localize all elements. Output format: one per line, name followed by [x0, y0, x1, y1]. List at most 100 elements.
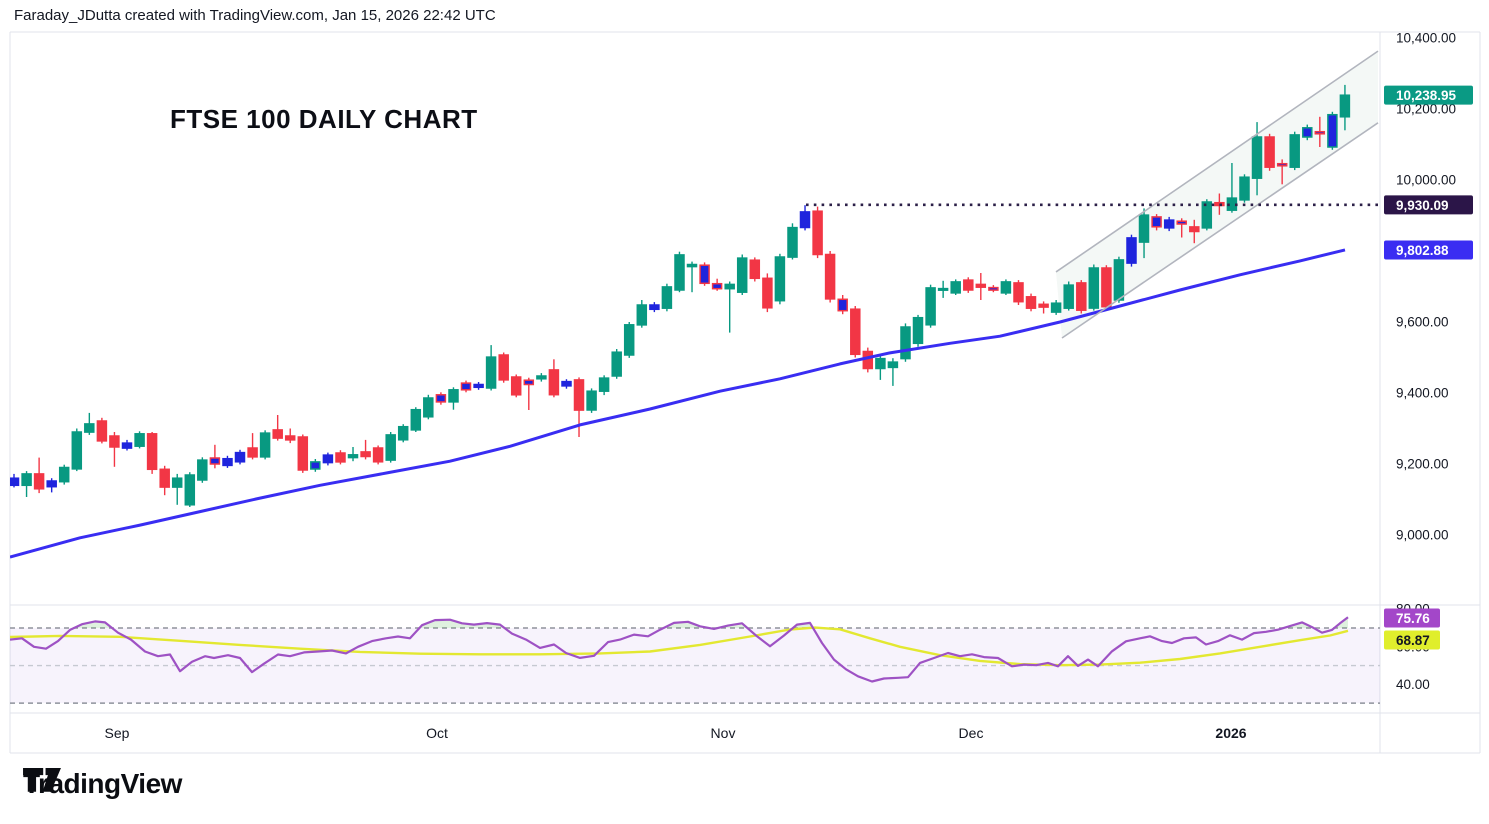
candle-body	[912, 316, 924, 345]
rsi-value-badge-text: 75.76	[1396, 611, 1430, 626]
candle-body	[397, 425, 409, 441]
candle-body	[711, 282, 723, 290]
candle-body	[1151, 216, 1162, 228]
candle-body	[536, 375, 547, 380]
candle-body	[837, 298, 848, 312]
candle-body	[1113, 259, 1125, 301]
candle-body	[460, 382, 472, 391]
candle-body	[1138, 214, 1150, 243]
candle-body	[360, 451, 371, 458]
candle-body	[121, 442, 133, 449]
last-price-badge	[1384, 85, 1473, 105]
rsi-line	[10, 616, 1349, 683]
candle-body	[84, 423, 95, 433]
candle-body	[887, 361, 899, 369]
trend-channel-fill	[1056, 51, 1378, 338]
candle-body	[636, 304, 648, 326]
candle-body	[850, 308, 861, 356]
price-axis-label: 10,400.00	[1396, 31, 1456, 46]
level-9930-badge	[1384, 195, 1473, 215]
time-axis-label: Dec	[959, 725, 984, 741]
tradingview-logo-icon	[23, 768, 61, 792]
candle-body	[1201, 201, 1213, 229]
candle-body	[988, 286, 999, 291]
candle-body	[1000, 281, 1012, 294]
candle-body	[963, 279, 974, 291]
candle-body	[1276, 162, 1288, 167]
candle-body	[58, 466, 70, 483]
candle-body	[33, 473, 45, 490]
candle-body	[209, 457, 221, 465]
chart-title: FTSE 100 DAILY CHART	[170, 104, 478, 134]
rsi-ma-value-badge	[1384, 630, 1440, 650]
candle-body	[71, 431, 83, 470]
candle-body	[1025, 296, 1037, 309]
candle-body	[1251, 136, 1263, 179]
candle-body	[284, 435, 296, 441]
candle-body	[10, 477, 20, 487]
candle-body	[1063, 284, 1074, 309]
candle-body	[372, 447, 384, 463]
candle-body	[561, 380, 572, 387]
price-axis-label: 9,000.00	[1396, 528, 1449, 543]
candle-body	[297, 436, 309, 471]
time-axis-label: Oct	[426, 725, 448, 741]
candle-body	[925, 287, 936, 326]
candle-body	[259, 432, 271, 458]
candlestick-series	[10, 84, 1351, 507]
candle-body	[762, 277, 773, 309]
candle-body	[423, 397, 434, 418]
candle-body	[598, 377, 610, 392]
candle-body	[950, 281, 961, 294]
candle-body	[1302, 127, 1313, 138]
tradingview-logo: TradingView	[23, 768, 182, 800]
time-axis-label: Sep	[105, 725, 130, 741]
candle-body	[510, 376, 522, 396]
candle-body	[184, 474, 196, 506]
candle-body	[247, 447, 258, 458]
ma-value-badge-text: 9,802.88	[1396, 243, 1449, 258]
candle-body	[548, 369, 560, 396]
candle-body	[347, 454, 359, 459]
candle-body	[1264, 136, 1275, 168]
candle-body	[1013, 282, 1024, 303]
rsi-ma-line	[10, 626, 1349, 667]
candle-body	[1076, 282, 1087, 311]
trend-channel-lower	[1061, 122, 1379, 339]
candle-body	[649, 304, 660, 311]
candle-body	[410, 408, 422, 431]
candle-body	[774, 256, 786, 302]
candle-body	[448, 389, 459, 403]
candle-body	[435, 394, 447, 403]
candle-body	[573, 379, 585, 411]
candle-body	[749, 259, 761, 280]
candle-body	[146, 433, 158, 471]
candle-body	[824, 253, 836, 300]
candle-body	[335, 452, 346, 463]
candle-body	[171, 477, 183, 488]
candle-body	[523, 379, 535, 386]
candle-body	[812, 210, 823, 256]
trend-channel-upper	[1055, 50, 1379, 273]
candle-body	[875, 357, 886, 370]
candle-body	[385, 434, 396, 461]
candle-body	[975, 283, 987, 288]
candle-body	[724, 283, 735, 290]
candle-body	[134, 433, 145, 447]
candle-body	[46, 480, 57, 488]
candle-body	[586, 390, 597, 411]
candle-body	[1339, 94, 1351, 118]
rsi-value-badge	[1384, 608, 1440, 628]
candle-body	[674, 254, 685, 291]
price-axis-label: 10,200.00	[1396, 102, 1456, 117]
candle-body	[1101, 267, 1112, 308]
candle-body	[1050, 302, 1062, 313]
ma-value-badge	[1384, 240, 1473, 260]
candle-body	[498, 354, 509, 381]
candle-body	[473, 383, 484, 389]
candle-body	[623, 324, 635, 356]
candle-body	[197, 459, 208, 481]
price-axis-label: 9,200.00	[1396, 457, 1449, 472]
